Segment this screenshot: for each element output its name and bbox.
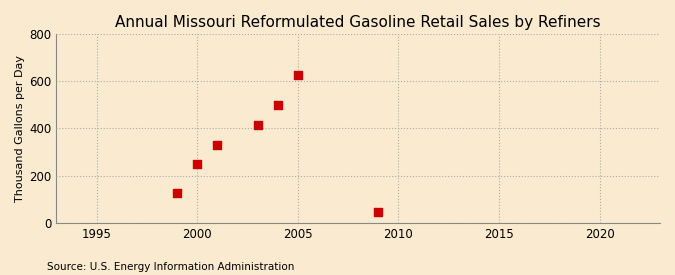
Point (292, 73, 303, 78)
Title: Annual Missouri Reformulated Gasoline Retail Sales by Refiners: Annual Missouri Reformulated Gasoline Re… (115, 15, 601, 30)
Y-axis label: Thousand Gallons per Day: Thousand Gallons per Day (15, 55, 25, 202)
Point (252, 123, 263, 127)
Point (373, 210, 383, 214)
Point (192, 162, 202, 167)
Point (272, 103, 283, 107)
Point (212, 143, 223, 147)
Point (171, 191, 182, 196)
Text: Source: U.S. Energy Information Administration: Source: U.S. Energy Information Administ… (47, 262, 294, 272)
